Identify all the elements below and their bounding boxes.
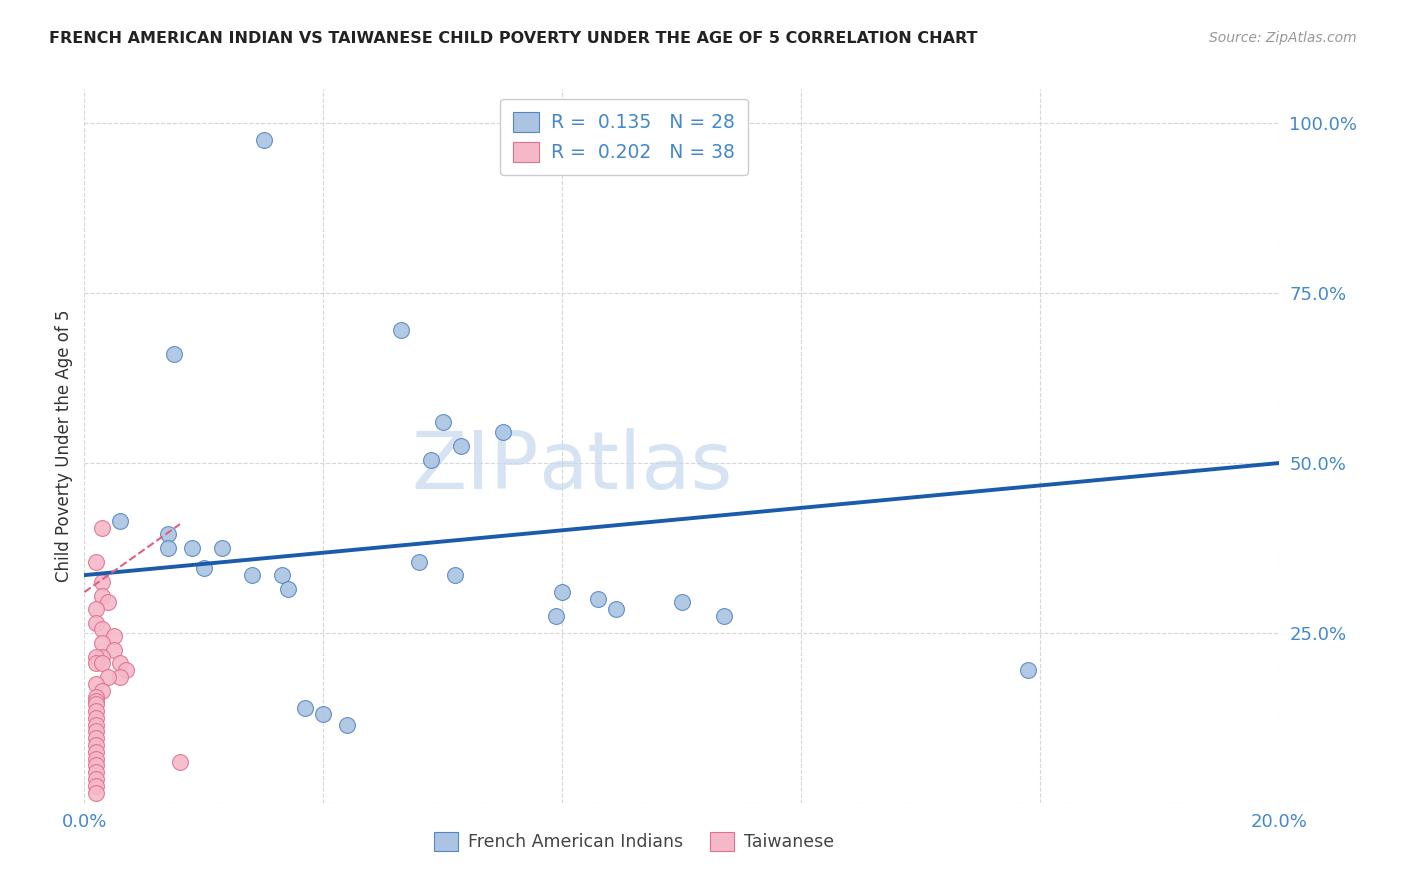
Text: ZIP: ZIP <box>411 428 538 507</box>
Point <box>86 677 108 691</box>
Point <box>86 649 108 664</box>
Point <box>86 615 108 630</box>
Point <box>86 731 108 746</box>
Point <box>97 670 120 684</box>
Point <box>450 439 472 453</box>
Point <box>389 323 412 337</box>
Point <box>103 629 125 643</box>
Text: FRENCH AMERICAN INDIAN VS TAIWANESE CHILD POVERTY UNDER THE AGE OF 5 CORRELATION: FRENCH AMERICAN INDIAN VS TAIWANESE CHIL… <box>49 31 977 46</box>
Point <box>110 670 132 684</box>
Point <box>336 717 359 731</box>
Point <box>86 711 108 725</box>
Point <box>86 724 108 739</box>
Legend: French American Indians, Taiwanese: French American Indians, Taiwanese <box>427 825 841 858</box>
Point <box>110 657 132 671</box>
Point <box>91 636 114 650</box>
Point <box>432 415 454 429</box>
Point <box>86 765 108 780</box>
Y-axis label: Child Poverty Under the Age of 5: Child Poverty Under the Age of 5 <box>55 310 73 582</box>
Point <box>86 786 108 800</box>
Point <box>157 527 180 541</box>
Point <box>713 608 735 623</box>
Point <box>253 133 276 147</box>
Point <box>270 568 292 582</box>
Point <box>91 683 114 698</box>
Point <box>163 347 186 361</box>
Point <box>546 608 568 623</box>
Point <box>181 541 204 555</box>
Point <box>277 582 299 596</box>
Point <box>312 707 335 722</box>
Point <box>444 568 467 582</box>
Point <box>588 591 610 606</box>
Point <box>86 698 108 712</box>
Point <box>605 602 627 616</box>
Point <box>86 717 108 731</box>
Point <box>492 425 515 440</box>
Point <box>91 574 114 589</box>
Point <box>86 555 108 569</box>
Point <box>110 514 132 528</box>
Point <box>86 602 108 616</box>
Text: Source: ZipAtlas.com: Source: ZipAtlas.com <box>1209 31 1357 45</box>
Point <box>91 623 114 637</box>
Point <box>103 643 125 657</box>
Point <box>115 663 138 677</box>
Point <box>671 595 693 609</box>
Point <box>86 704 108 718</box>
Point <box>86 738 108 752</box>
Point <box>211 541 233 555</box>
Point <box>169 755 191 769</box>
Point <box>97 595 120 609</box>
Point <box>91 657 114 671</box>
Point <box>157 541 180 555</box>
Point <box>86 758 108 772</box>
Point <box>408 555 430 569</box>
Point <box>86 690 108 705</box>
Point <box>193 561 215 575</box>
Point <box>86 694 108 708</box>
Point <box>86 751 108 765</box>
Point <box>91 520 114 534</box>
Point <box>240 568 263 582</box>
Point <box>86 657 108 671</box>
Point <box>1018 663 1040 677</box>
Point <box>86 779 108 793</box>
Point <box>551 585 574 599</box>
Point <box>420 452 443 467</box>
Point <box>294 700 316 714</box>
Point <box>86 772 108 786</box>
Point <box>86 745 108 759</box>
Point <box>91 589 114 603</box>
Point <box>91 649 114 664</box>
Text: atlas: atlas <box>538 428 733 507</box>
